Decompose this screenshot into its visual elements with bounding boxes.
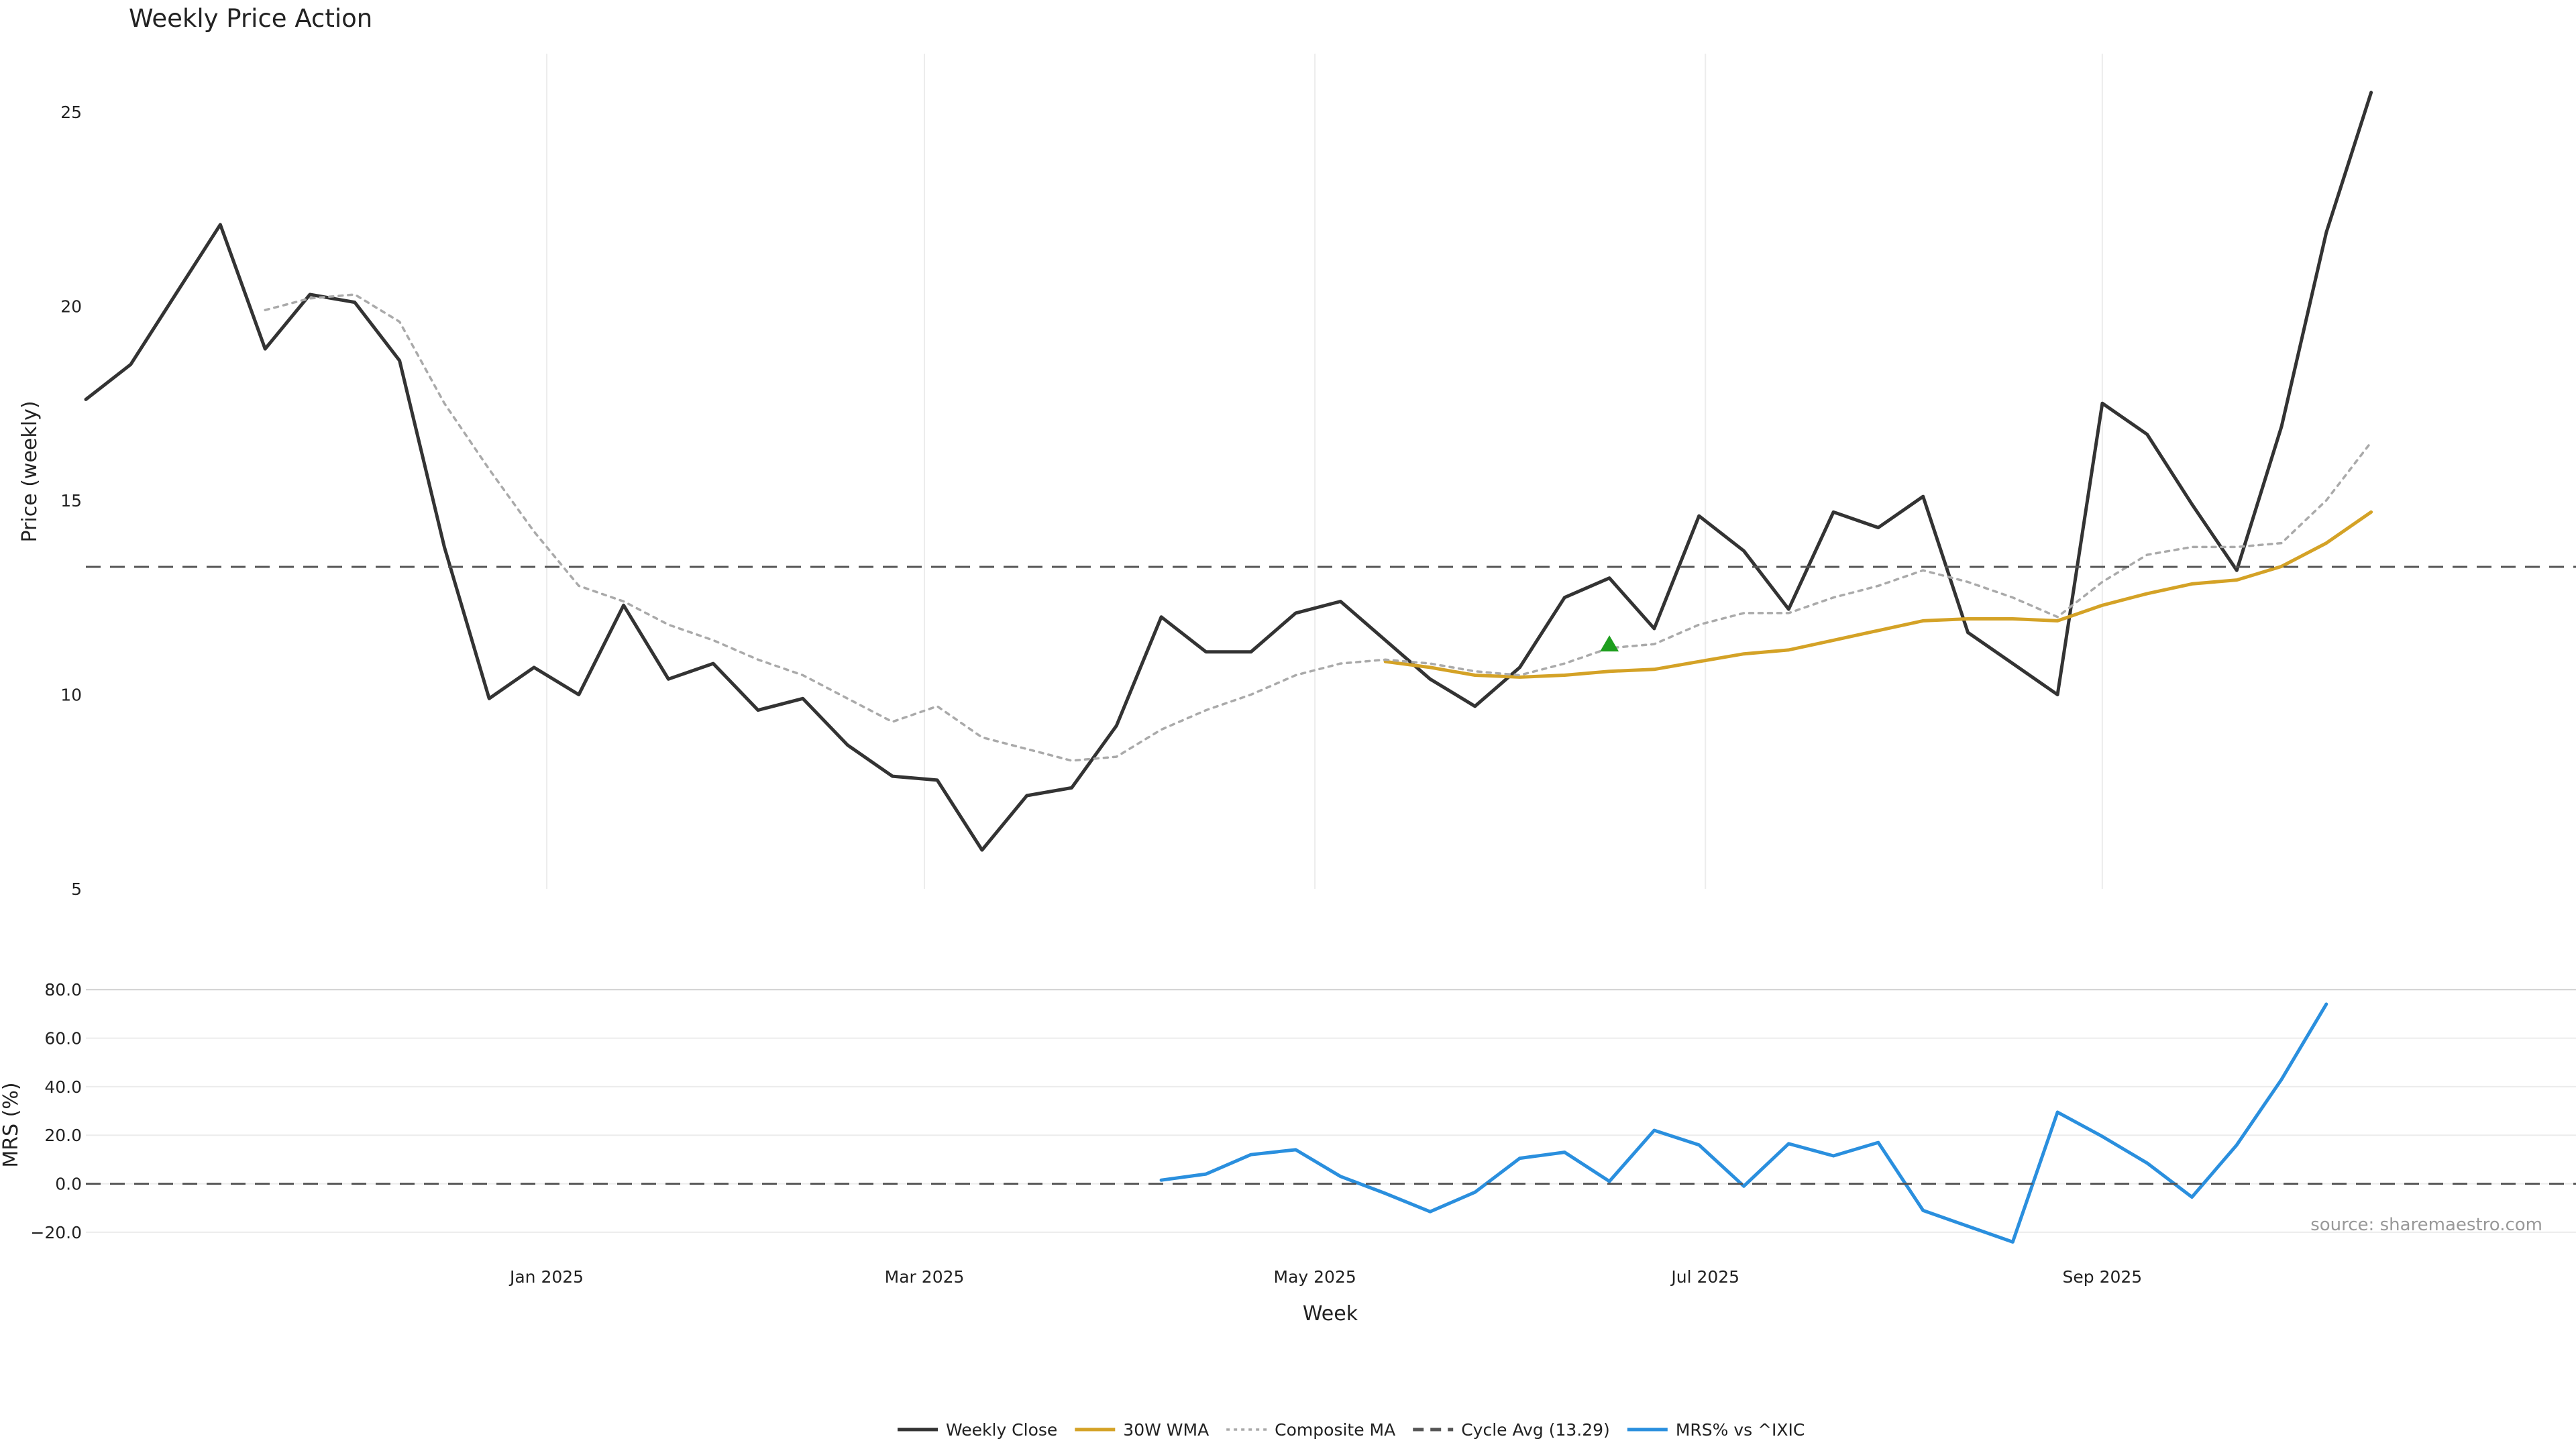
- price-composite-ma-line: [264, 293, 2373, 762]
- mrs-panel-series: [86, 1002, 2576, 1244]
- legend-item: Weekly Close: [898, 1420, 1057, 1440]
- mrs-mrs-vs-ixic-line: [1159, 1002, 2328, 1244]
- price-weekly-close-line: [84, 91, 2373, 852]
- chart-title: Weekly Price Action: [129, 4, 372, 33]
- mrs-tick-label: 60.0: [44, 1029, 82, 1049]
- x-axis-title: Week: [1303, 1302, 1358, 1326]
- buy-signal-marker: [1600, 635, 1619, 652]
- legend-item: 30W WMA: [1075, 1420, 1209, 1440]
- legend-item: Composite MA: [1226, 1420, 1395, 1440]
- price-tick-label: 25: [60, 103, 82, 122]
- legend-label: 30W WMA: [1123, 1420, 1209, 1440]
- legend: Weekly Close 30W WMA Composite MA Cycle Avg…: [898, 1420, 1805, 1440]
- price-panel-gridlines: [546, 54, 2103, 889]
- legend-item: MRS% vs ^IXIC: [1627, 1420, 1805, 1440]
- x-tick-label: May 2025: [1274, 1267, 1356, 1287]
- axis-ticks: Jan 2025 Mar 2025 May 2025 Jul 2025 Sep 2025…: [30, 103, 2142, 1287]
- source-note: source: sharemaestro.com: [2310, 1215, 2542, 1235]
- x-tick-label: Sep 2025: [2063, 1267, 2143, 1287]
- price-tick-label: 20: [60, 297, 82, 316]
- mrs-panel-gridlines: [86, 989, 2576, 1233]
- x-tick-label: Jan 2025: [508, 1267, 584, 1287]
- legend-label: Composite MA: [1275, 1420, 1395, 1440]
- legend-label: Cycle Avg (13.29): [1461, 1420, 1610, 1440]
- mrs-axis-title: MRS (%): [0, 1082, 23, 1167]
- legend-item: Cycle Avg (13.29): [1413, 1420, 1610, 1440]
- price-axis-title: Price (weekly): [18, 400, 42, 542]
- mrs-tick-label: −20.0: [30, 1223, 82, 1242]
- mrs-tick-label: 20.0: [44, 1126, 82, 1145]
- price-tick-label: 5: [71, 879, 82, 899]
- legend-label: MRS% vs ^IXIC: [1676, 1420, 1805, 1440]
- x-tick-label: Jul 2025: [1670, 1267, 1739, 1287]
- x-tick-label: Mar 2025: [885, 1267, 965, 1287]
- mrs-tick-label: 40.0: [44, 1077, 82, 1097]
- price-tick-label: 15: [60, 491, 82, 511]
- mrs-tick-label: 0.0: [55, 1175, 82, 1194]
- legend-label: Weekly Close: [946, 1420, 1057, 1440]
- price-30w-wma-line: [1383, 510, 2373, 679]
- price-tick-label: 10: [60, 685, 82, 704]
- price-panel-series: [84, 91, 2576, 852]
- mrs-tick-label: 80.0: [44, 980, 82, 1000]
